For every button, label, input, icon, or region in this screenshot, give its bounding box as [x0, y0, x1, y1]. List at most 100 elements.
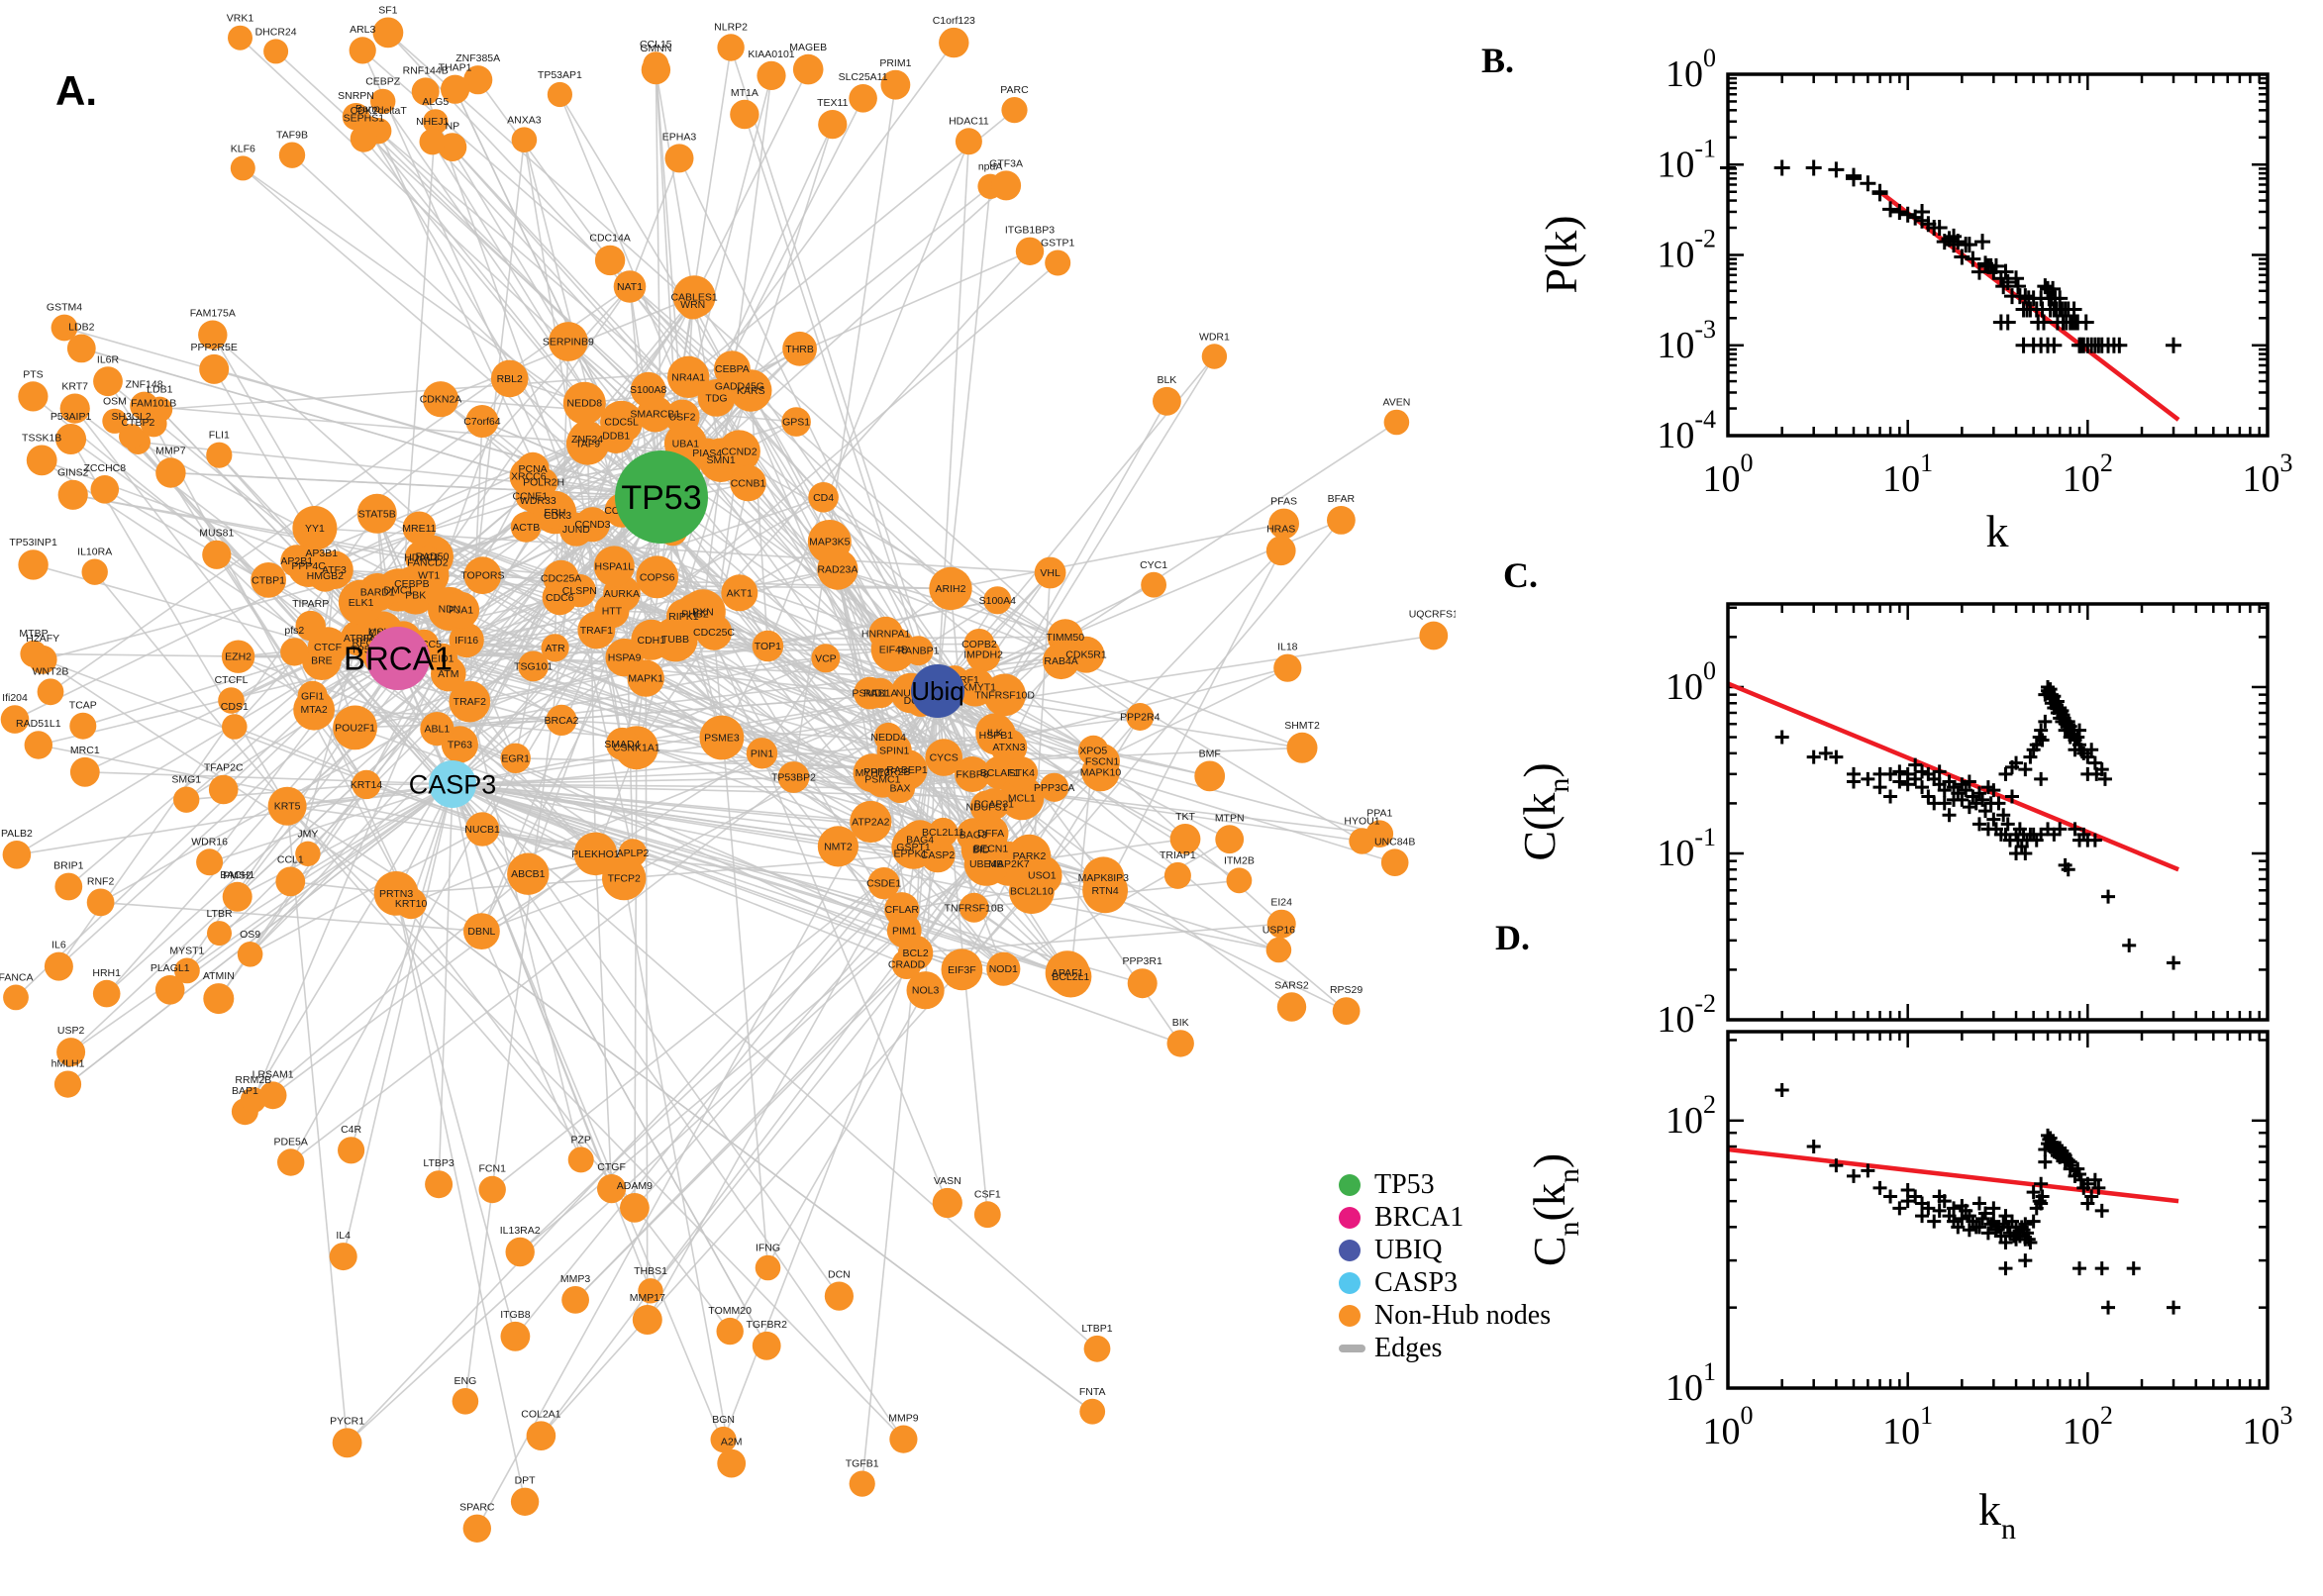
network-node	[666, 599, 701, 634]
gene-label: WNT2B	[33, 665, 69, 677]
gene-label: VCP	[815, 652, 837, 664]
data-point	[1927, 1214, 1942, 1229]
network-node	[463, 556, 502, 595]
network-node	[710, 1426, 737, 1453]
gene-label: CEBPZ	[365, 76, 401, 88]
tick-label: 101	[1882, 1401, 1933, 1452]
gene-label: DPT	[515, 1475, 537, 1487]
network-node	[230, 155, 255, 181]
gene-label: CDH1	[638, 635, 666, 647]
tick-label: 102	[2063, 449, 2113, 500]
hub-brca1-label: BRCA1	[344, 641, 453, 677]
gene-label: ILK	[987, 727, 1003, 739]
network-node	[716, 1317, 744, 1346]
network-node	[613, 270, 647, 303]
data-point	[1931, 220, 1948, 237]
data-point	[2045, 280, 2062, 297]
gene-label: ITGB1BP3	[1005, 225, 1055, 237]
hub-casp3-label: CASP3	[409, 769, 497, 799]
gene-label: TOMM20	[708, 1305, 752, 1317]
data-point	[1937, 783, 1952, 798]
gene-label: CCL1	[277, 854, 304, 866]
network-node	[886, 913, 922, 948]
gene-label: VASN	[934, 1175, 961, 1187]
data-point	[1921, 1201, 1936, 1216]
gene-label: TOPORS	[460, 570, 504, 582]
gene-label: DBNL	[467, 926, 495, 938]
network-node	[55, 424, 87, 454]
data-point	[1774, 730, 1789, 745]
gene-label: PXN	[692, 607, 714, 619]
gene-label: TAF9	[575, 439, 600, 450]
data-point	[2018, 1253, 2033, 1268]
gene-label: GINS2	[57, 467, 89, 479]
gene-label: CCND3	[574, 519, 610, 531]
network-node	[983, 586, 1012, 615]
network-node	[526, 1421, 556, 1450]
gene-label: KRT5	[274, 801, 301, 813]
y-axis-title: P(k)	[1536, 215, 1586, 293]
gene-label: IL10RA	[77, 547, 112, 558]
y-axis-title: C(kn)	[1514, 762, 1575, 860]
gene-label: RIPK1	[668, 611, 699, 623]
network-node	[573, 832, 618, 876]
network-node	[1273, 653, 1302, 682]
nonhub-swatch-icon	[1339, 1304, 1361, 1327]
network-node	[752, 630, 784, 662]
network-node	[1419, 621, 1449, 650]
network-node	[224, 882, 251, 909]
gene-label: CD4	[813, 492, 834, 504]
ubiq-swatch-icon	[1339, 1239, 1361, 1261]
gene-label: FKBP8	[956, 769, 988, 781]
data-point	[2018, 1217, 2033, 1232]
data-point	[2008, 270, 2025, 287]
gene-label: POLR2H	[523, 477, 564, 489]
gene-label: AP2B1	[280, 555, 313, 567]
gene-label: S100A8	[630, 384, 667, 396]
network-node	[81, 558, 108, 585]
network-node	[203, 983, 235, 1015]
data-point	[2072, 1261, 2087, 1276]
gene-label: MCL1	[1008, 792, 1036, 804]
network-node	[637, 395, 674, 433]
gene-label: CDK3	[544, 510, 571, 522]
network-node	[699, 715, 745, 760]
gene-label: EPHA3	[662, 131, 697, 143]
network-node	[1043, 642, 1080, 680]
data-point	[1987, 257, 2004, 274]
data-point	[1971, 1220, 1986, 1235]
gene-label: EPPK1	[893, 848, 927, 859]
data-point	[2077, 314, 2094, 331]
gene-label: MRC1	[70, 745, 100, 756]
gene-label: APAF1	[1052, 967, 1084, 979]
gene-label: CDK5R1	[1065, 649, 1107, 661]
network-node	[218, 687, 245, 714]
gene-label: ABL1	[425, 724, 451, 736]
data-point	[1845, 170, 1862, 187]
data-point	[2101, 889, 2116, 904]
gene-label: RBL2	[497, 373, 523, 385]
network-node	[891, 949, 922, 979]
gene-label: MT1A	[731, 87, 758, 99]
gene-label: CTBP1	[252, 574, 285, 586]
gene-label: UBE4B	[969, 858, 1003, 870]
network-node	[510, 511, 542, 543]
data-point	[2034, 1176, 2049, 1191]
gene-label: ACTB	[512, 522, 540, 534]
gene-label: CDC14A	[589, 233, 630, 245]
data-point	[1991, 796, 2006, 811]
network-node	[973, 1201, 1001, 1229]
data-point	[1961, 237, 1977, 253]
data-point	[1900, 777, 1915, 792]
gene-label: LTBP3	[423, 1157, 454, 1169]
gene-label: CCNB1	[731, 478, 766, 490]
gene-label: MAGEB	[789, 42, 827, 53]
gene-label: BRE	[311, 655, 333, 667]
network-node	[636, 555, 679, 599]
gene-label: MYH10	[856, 767, 890, 779]
network-node	[263, 39, 289, 64]
network-node	[782, 331, 817, 366]
network-node	[721, 574, 758, 612]
network-node	[1276, 992, 1307, 1022]
